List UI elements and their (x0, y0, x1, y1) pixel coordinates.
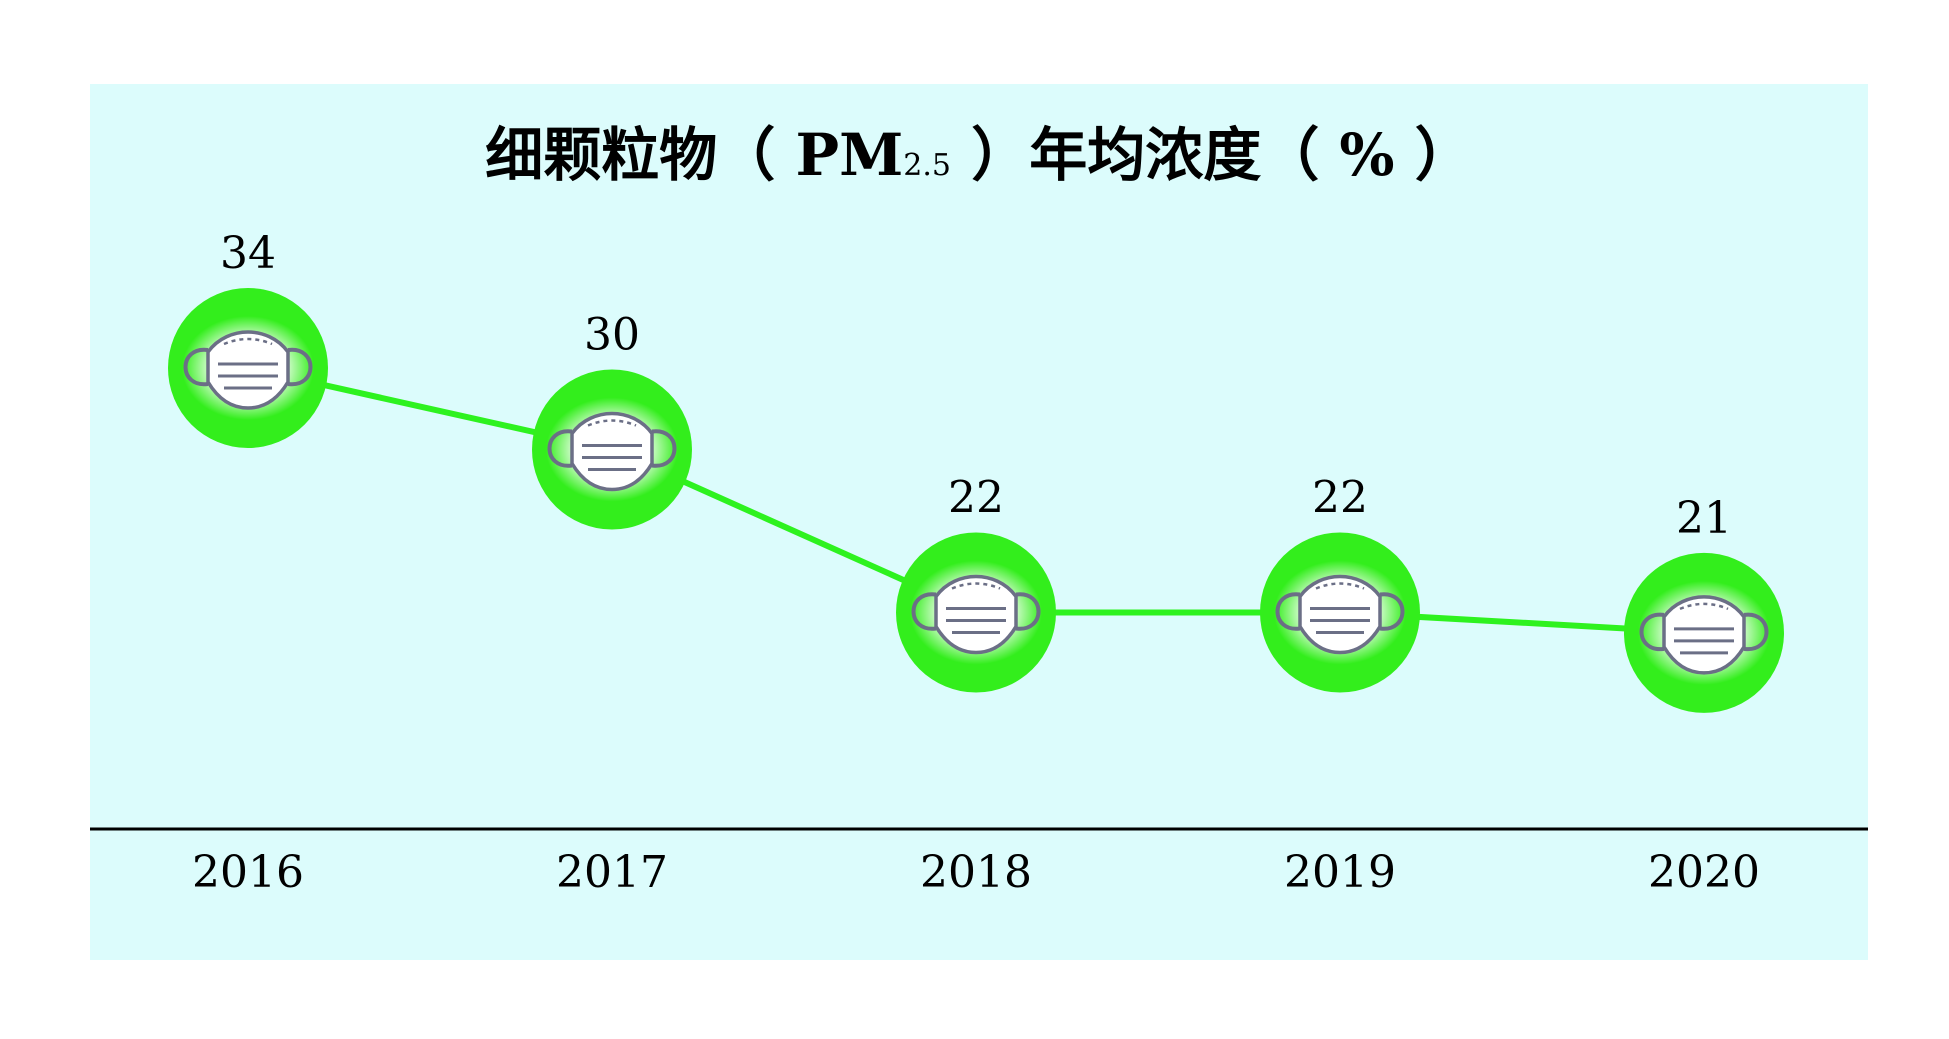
face-mask-icon (546, 397, 678, 502)
mask-nose-wire (587, 419, 637, 427)
chart-title-end: ）年均浓度（ % ） (951, 121, 1473, 189)
face-mask-icon (910, 560, 1042, 665)
marker-2016 (168, 288, 328, 448)
mask-nose-wire (951, 582, 1001, 590)
mask-right-loop (1379, 592, 1405, 631)
mask-left-loop (911, 592, 937, 631)
x-tick-label: 2018 (920, 847, 1032, 898)
chart-title: 细颗粒物（ PM2.5 ）年均浓度（ % ） (485, 121, 1472, 189)
mask-body (1298, 574, 1382, 655)
face-mask-icon (1274, 560, 1406, 665)
mask-right-loop (651, 429, 677, 468)
mask-body (206, 330, 290, 410)
data-label: 34 (220, 228, 276, 279)
data-label: 22 (948, 473, 1004, 524)
data-labels: 34 30 22 22 21 (220, 228, 1732, 544)
x-tick-label: 2019 (1284, 847, 1396, 898)
mask-right-loop (1743, 612, 1769, 651)
mask-left-loop (183, 347, 209, 387)
x-tick-label: 2016 (192, 847, 304, 898)
mask-nose-wire (1679, 602, 1729, 611)
marker-2018 (896, 532, 1056, 693)
x-tick-label: 2020 (1648, 847, 1760, 898)
x-tick-labels: 2016 2017 2018 2019 2020 (192, 847, 1760, 898)
chart-title-main: 细颗粒物（ PM (485, 121, 903, 189)
mask-body (570, 411, 654, 492)
marker-2020 (1624, 552, 1784, 713)
marker-2019 (1260, 532, 1420, 693)
mask-body (1662, 595, 1746, 675)
markers (168, 288, 1784, 713)
face-mask-icon (182, 316, 314, 420)
mask-nose-wire (223, 337, 273, 346)
mask-right-loop (287, 347, 313, 387)
x-tick-label: 2017 (556, 847, 668, 898)
mask-nose-wire (1315, 582, 1365, 590)
mask-left-loop (1639, 612, 1665, 651)
mask-left-loop (547, 429, 573, 468)
chart-background (90, 84, 1868, 960)
mask-body (934, 574, 1018, 655)
mask-right-loop (1015, 592, 1041, 631)
mask-left-loop (1275, 592, 1301, 631)
face-mask-icon (1638, 580, 1770, 685)
chart-title-subscript: 2.5 (903, 148, 951, 183)
data-label: 30 (584, 310, 640, 361)
data-label: 22 (1312, 473, 1368, 524)
marker-2017 (532, 369, 692, 530)
data-label: 21 (1676, 493, 1732, 544)
